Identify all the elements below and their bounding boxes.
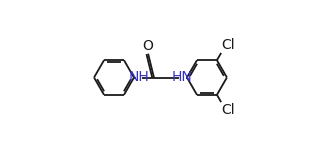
Text: Cl: Cl — [221, 103, 235, 117]
Text: O: O — [143, 39, 154, 53]
Text: HN: HN — [172, 71, 193, 84]
Text: Cl: Cl — [221, 38, 235, 52]
Text: NH: NH — [129, 71, 149, 84]
